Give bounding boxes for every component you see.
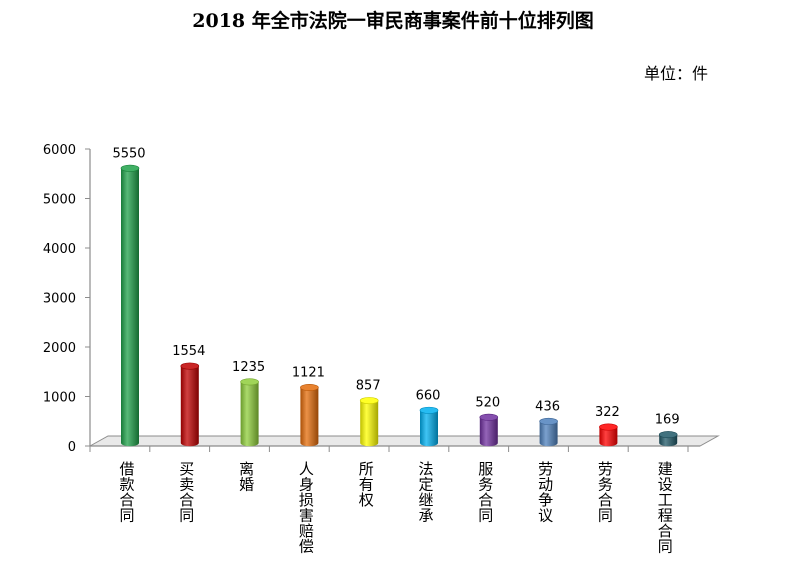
category-label: 劳动争议: [538, 460, 553, 525]
bar-cap: [120, 164, 140, 172]
data-label: 1121: [292, 366, 325, 381]
data-label: 322: [595, 405, 620, 420]
bar-9: [599, 423, 618, 447]
bar-cap: [539, 417, 558, 425]
bar-body: [240, 381, 259, 447]
data-label: 1235: [232, 360, 265, 375]
data-label: 660: [416, 388, 441, 403]
bar-body: [180, 366, 199, 447]
bar-4: [300, 384, 319, 447]
bar-10: [658, 431, 678, 447]
data-label: 436: [535, 399, 560, 414]
bar-6: [419, 406, 439, 447]
bar-cap: [240, 378, 259, 386]
bar-body: [420, 410, 438, 447]
bar-body: [599, 427, 618, 447]
bar-7: [479, 413, 499, 447]
bar-1: [120, 164, 140, 447]
category-label: 建设工程合同: [658, 460, 673, 556]
bar-cap: [479, 413, 499, 421]
y-tick-label: 4000: [43, 242, 76, 257]
category-label: 人身损害赔偿: [299, 460, 314, 556]
y-tick-label: 6000: [43, 143, 76, 158]
category-label: 劳务合同: [598, 460, 613, 525]
bar-cap: [419, 406, 439, 414]
y-tick-label: 5000: [43, 193, 76, 208]
bar-5: [359, 397, 379, 447]
category-label: 离婚: [239, 460, 254, 494]
bar-body: [300, 387, 319, 447]
bar-cap: [359, 397, 379, 405]
bar-cap: [300, 384, 319, 392]
category-label: 所有权: [359, 460, 374, 509]
category-label: 法定继承: [418, 460, 433, 525]
bar-body: [479, 417, 498, 447]
category-label: 买卖合同: [179, 460, 194, 525]
data-label: 5550: [112, 146, 145, 161]
category-label: 借款合同: [119, 460, 134, 525]
bar-body: [360, 400, 379, 447]
unit-label: 单位：件: [643, 64, 708, 83]
bar-cap: [180, 362, 200, 370]
bar-3: [240, 378, 259, 447]
bar-body: [539, 421, 558, 447]
data-label: 520: [475, 395, 500, 410]
data-label: 169: [655, 413, 680, 428]
y-tick-label: 0: [68, 440, 76, 455]
category-label: 服务合同: [478, 460, 493, 525]
bar-body: [121, 168, 139, 447]
chart-title: 2018 年全市法院一审民商事案件前十位排列图: [192, 10, 594, 32]
bar-cap: [658, 431, 678, 439]
bar-8: [539, 417, 558, 447]
data-label: 1554: [172, 344, 205, 359]
y-tick-label: 2000: [43, 341, 76, 356]
y-tick-label: 1000: [43, 391, 76, 406]
data-label: 857: [356, 379, 381, 394]
bar-cap: [599, 423, 618, 431]
bar-2: [180, 362, 200, 447]
y-tick-label: 3000: [43, 292, 76, 307]
